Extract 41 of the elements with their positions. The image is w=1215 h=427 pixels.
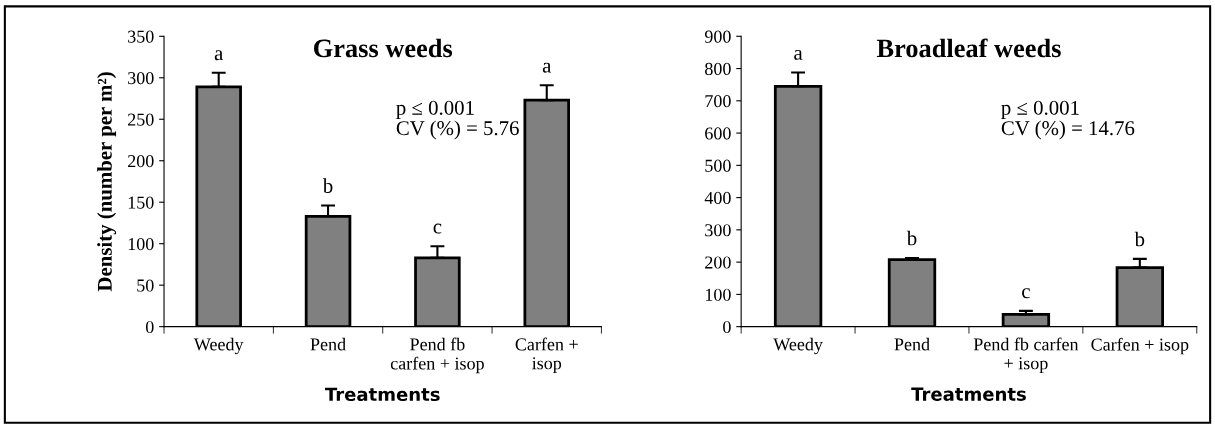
annotation: p ≤ 0.001 CV (%) = 14.76 [1001,100,1135,140]
x-axis-title: Treatments [911,387,1026,401]
y-tick-label: 300 [128,72,154,85]
y-tick-label: 800 [705,62,731,75]
y-axis-title: Density (number per m²) [97,72,117,292]
annotation: a [542,62,552,73]
y-tick-label: 150 [128,196,154,209]
annotation: b [1134,231,1145,247]
annotation: a [214,50,224,61]
y-tick-label: 600 [705,127,731,140]
annotation: b [906,230,917,246]
y-tick-label: 250 [128,113,154,126]
annotation: a [794,49,803,60]
x-axis-title: Treatments [325,387,440,402]
x-tick-label: Pend fb carfen + isop [390,337,484,374]
x-tick-label: Carfen + isop [1091,337,1189,355]
y-tick-label: 100 [705,288,731,301]
x-tick-label: Weedy [193,337,244,355]
y-tick-label: 350 [128,30,154,43]
chart-title: Broadleaf weeds [876,38,1061,58]
y-tick-label: 700 [705,95,731,108]
y-tick-label: 200 [705,256,731,269]
y-tick-label: 0 [145,320,154,334]
x-tick-label: Pend fb carfen + isop [973,337,1079,374]
annotation: p ≤ 0.001 CV (%) = 5.76 [396,100,519,140]
y-tick-label: 400 [704,191,731,205]
y-tick-label: 100 [128,237,154,251]
x-tick-label: Pend [894,337,930,351]
annotation: c [433,223,442,234]
x-tick-label: Carfen + isop [515,337,578,374]
y-tick-label: 500 [705,159,731,172]
annotation: c [1022,288,1030,299]
y-tick-label: 0 [723,320,731,334]
chart-title: Grass weeds [314,38,453,58]
y-tick-label: 300 [705,224,731,237]
x-tick-label: Pend [310,337,346,351]
y-tick-label: 900 [704,30,731,43]
annotation: b [322,178,333,193]
y-tick-label: 50 [137,279,154,292]
x-tick-label: Weedy [773,337,823,355]
y-tick-label: 200 [128,154,154,168]
